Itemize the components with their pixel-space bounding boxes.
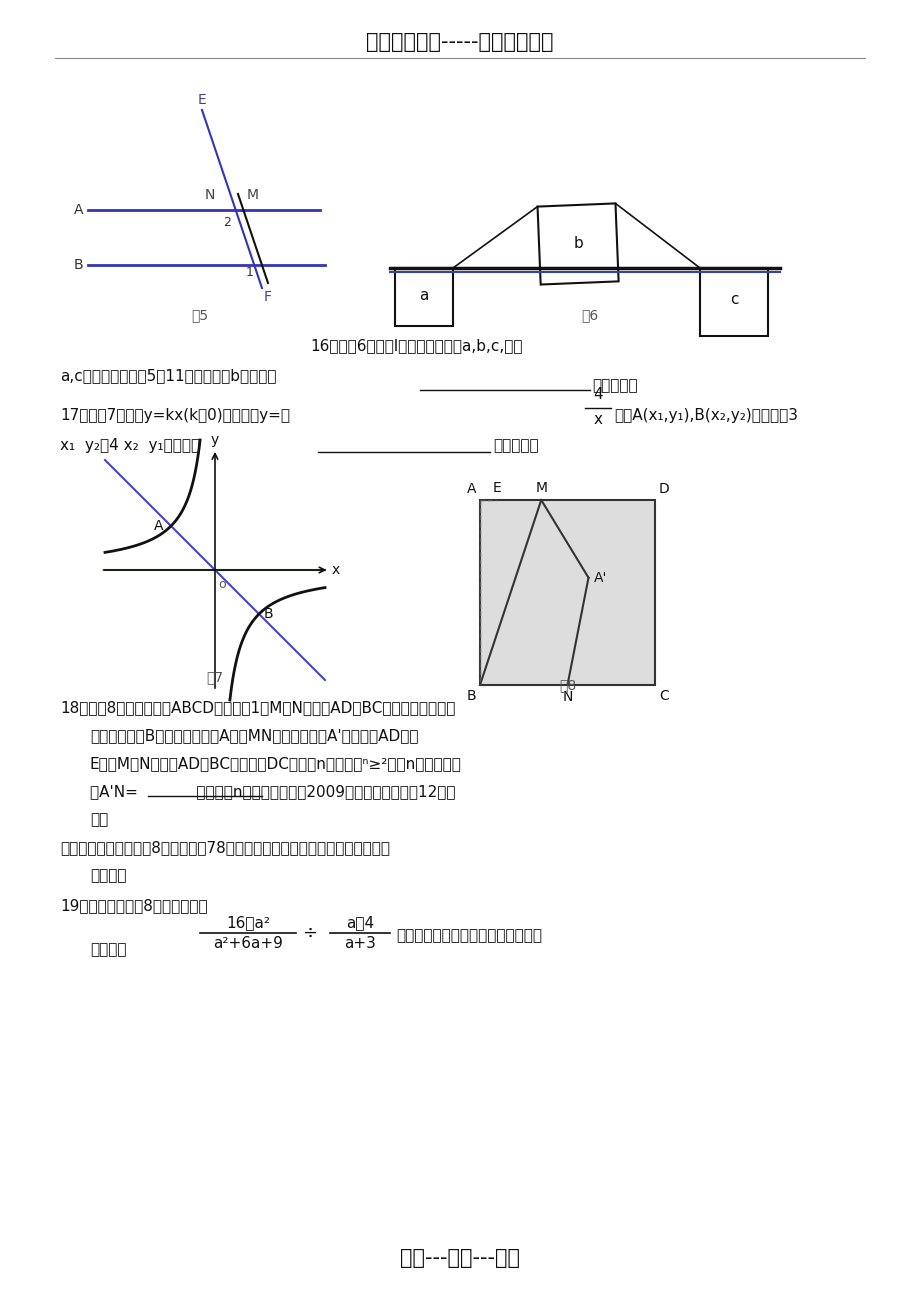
Text: 图8: 图8 — [558, 679, 575, 692]
Text: c: c — [729, 292, 737, 308]
Text: 2: 2 — [222, 216, 231, 229]
Text: B: B — [264, 607, 273, 621]
Text: 16．如图6，直线l上有三个正方形a,b,c,已知: 16．如图6，直线l上有三个正方形a,b,c,已知 — [310, 338, 522, 354]
Text: x₁  y₂－4 x₂  y₁的值等于: x₁ y₂－4 x₂ y₁的值等于 — [60, 438, 200, 452]
Text: b: b — [573, 237, 583, 251]
Bar — [394, 268, 452, 326]
Text: 19．（本小题满分8分）（原创）: 19．（本小题满分8分）（原创） — [60, 898, 208, 913]
Text: ，再选择一个你喜欢的数带入求值。: ，再选择一个你喜欢的数带入求值。 — [395, 928, 541, 942]
Text: 。（原创）: 。（原创） — [493, 438, 538, 452]
Text: 。（原创）: 。（原创） — [591, 378, 637, 393]
Text: F: F — [264, 290, 272, 304]
Text: B: B — [466, 689, 475, 703]
Text: 专心---专注---专业: 专心---专注---专业 — [400, 1248, 519, 1268]
Text: a: a — [419, 287, 428, 303]
Bar — [699, 268, 767, 335]
Text: A: A — [466, 482, 475, 497]
Text: a+3: a+3 — [344, 936, 376, 952]
Text: E: E — [198, 94, 206, 107]
Text: 三、解答题（本大题共8个小题，共78分。解答应写出文字说明、证明过程或演: 三、解答题（本大题共8个小题，共78分。解答应写出文字说明、证明过程或演 — [60, 840, 390, 855]
Text: 4: 4 — [593, 387, 602, 402]
Text: 交于A(x₁,y₁),B(x₂,y₂)两点，则3: 交于A(x₁,y₁),B(x₂,y₂)两点，则3 — [613, 408, 797, 422]
Text: o: o — [218, 577, 226, 590]
Text: 图5: 图5 — [191, 308, 209, 322]
Text: 算步骤）: 算步骤） — [90, 868, 127, 883]
Text: y: y — [210, 433, 219, 447]
Text: x: x — [593, 412, 602, 426]
Text: N: N — [562, 690, 572, 705]
Text: 图7: 图7 — [206, 670, 223, 684]
Text: 先化简，: 先化简， — [90, 942, 127, 957]
Text: M: M — [246, 188, 259, 202]
Polygon shape — [480, 500, 654, 685]
Text: A: A — [153, 519, 163, 533]
Text: 精选优质文档-----倾情为你奉上: 精选优质文档-----倾情为你奉上 — [366, 32, 553, 52]
Text: A': A' — [593, 571, 607, 585]
Text: 1: 1 — [245, 266, 254, 280]
Text: 17．如图7，直线y=kx(k＜0)与双曲线y=－: 17．如图7，直线y=kx(k＜0)与双曲线y=－ — [60, 408, 289, 422]
Text: B: B — [74, 257, 83, 272]
Text: 则A'N=            （用含有n的式子表示）（2009年北京中考试题第12题改: 则A'N= （用含有n的式子表示）（2009年北京中考试题第12题改 — [90, 784, 455, 800]
Text: A: A — [74, 203, 83, 217]
Text: a²+6a+9: a²+6a+9 — [213, 936, 283, 952]
Text: 的一角沿过点B的直线折叠，使A落在MN上，落点记为A'，折痕交AD于点: 的一角沿过点B的直线折叠，使A落在MN上，落点记为A'，折痕交AD于点 — [90, 728, 418, 744]
Text: 18．如图8，正方形纸片ABCD的边长为1，M、N分别是AD、BC边上的点，将纸片: 18．如图8，正方形纸片ABCD的边长为1，M、N分别是AD、BC边上的点，将纸… — [60, 699, 455, 715]
Text: D: D — [658, 482, 669, 497]
Text: a－4: a－4 — [346, 915, 374, 930]
Text: C: C — [658, 689, 668, 703]
Text: N: N — [205, 188, 215, 202]
Text: E，若M、N分别是AD、BC边的上距DC最近的n等分点（ⁿ≥²，且n为整数），: E，若M、N分别是AD、BC边的上距DC最近的n等分点（ⁿ≥²，且n为整数）， — [90, 757, 461, 771]
Text: 编）: 编） — [90, 812, 108, 827]
Text: ÷: ÷ — [302, 924, 317, 942]
Text: x: x — [331, 563, 339, 577]
Text: E: E — [493, 481, 502, 495]
Text: 图6: 图6 — [581, 308, 598, 322]
Text: a,c，的面积分别是5和11，则正方形b的边长为: a,c，的面积分别是5和11，则正方形b的边长为 — [60, 368, 277, 384]
Text: 16－a²: 16－a² — [226, 915, 269, 930]
Text: M: M — [535, 481, 547, 495]
